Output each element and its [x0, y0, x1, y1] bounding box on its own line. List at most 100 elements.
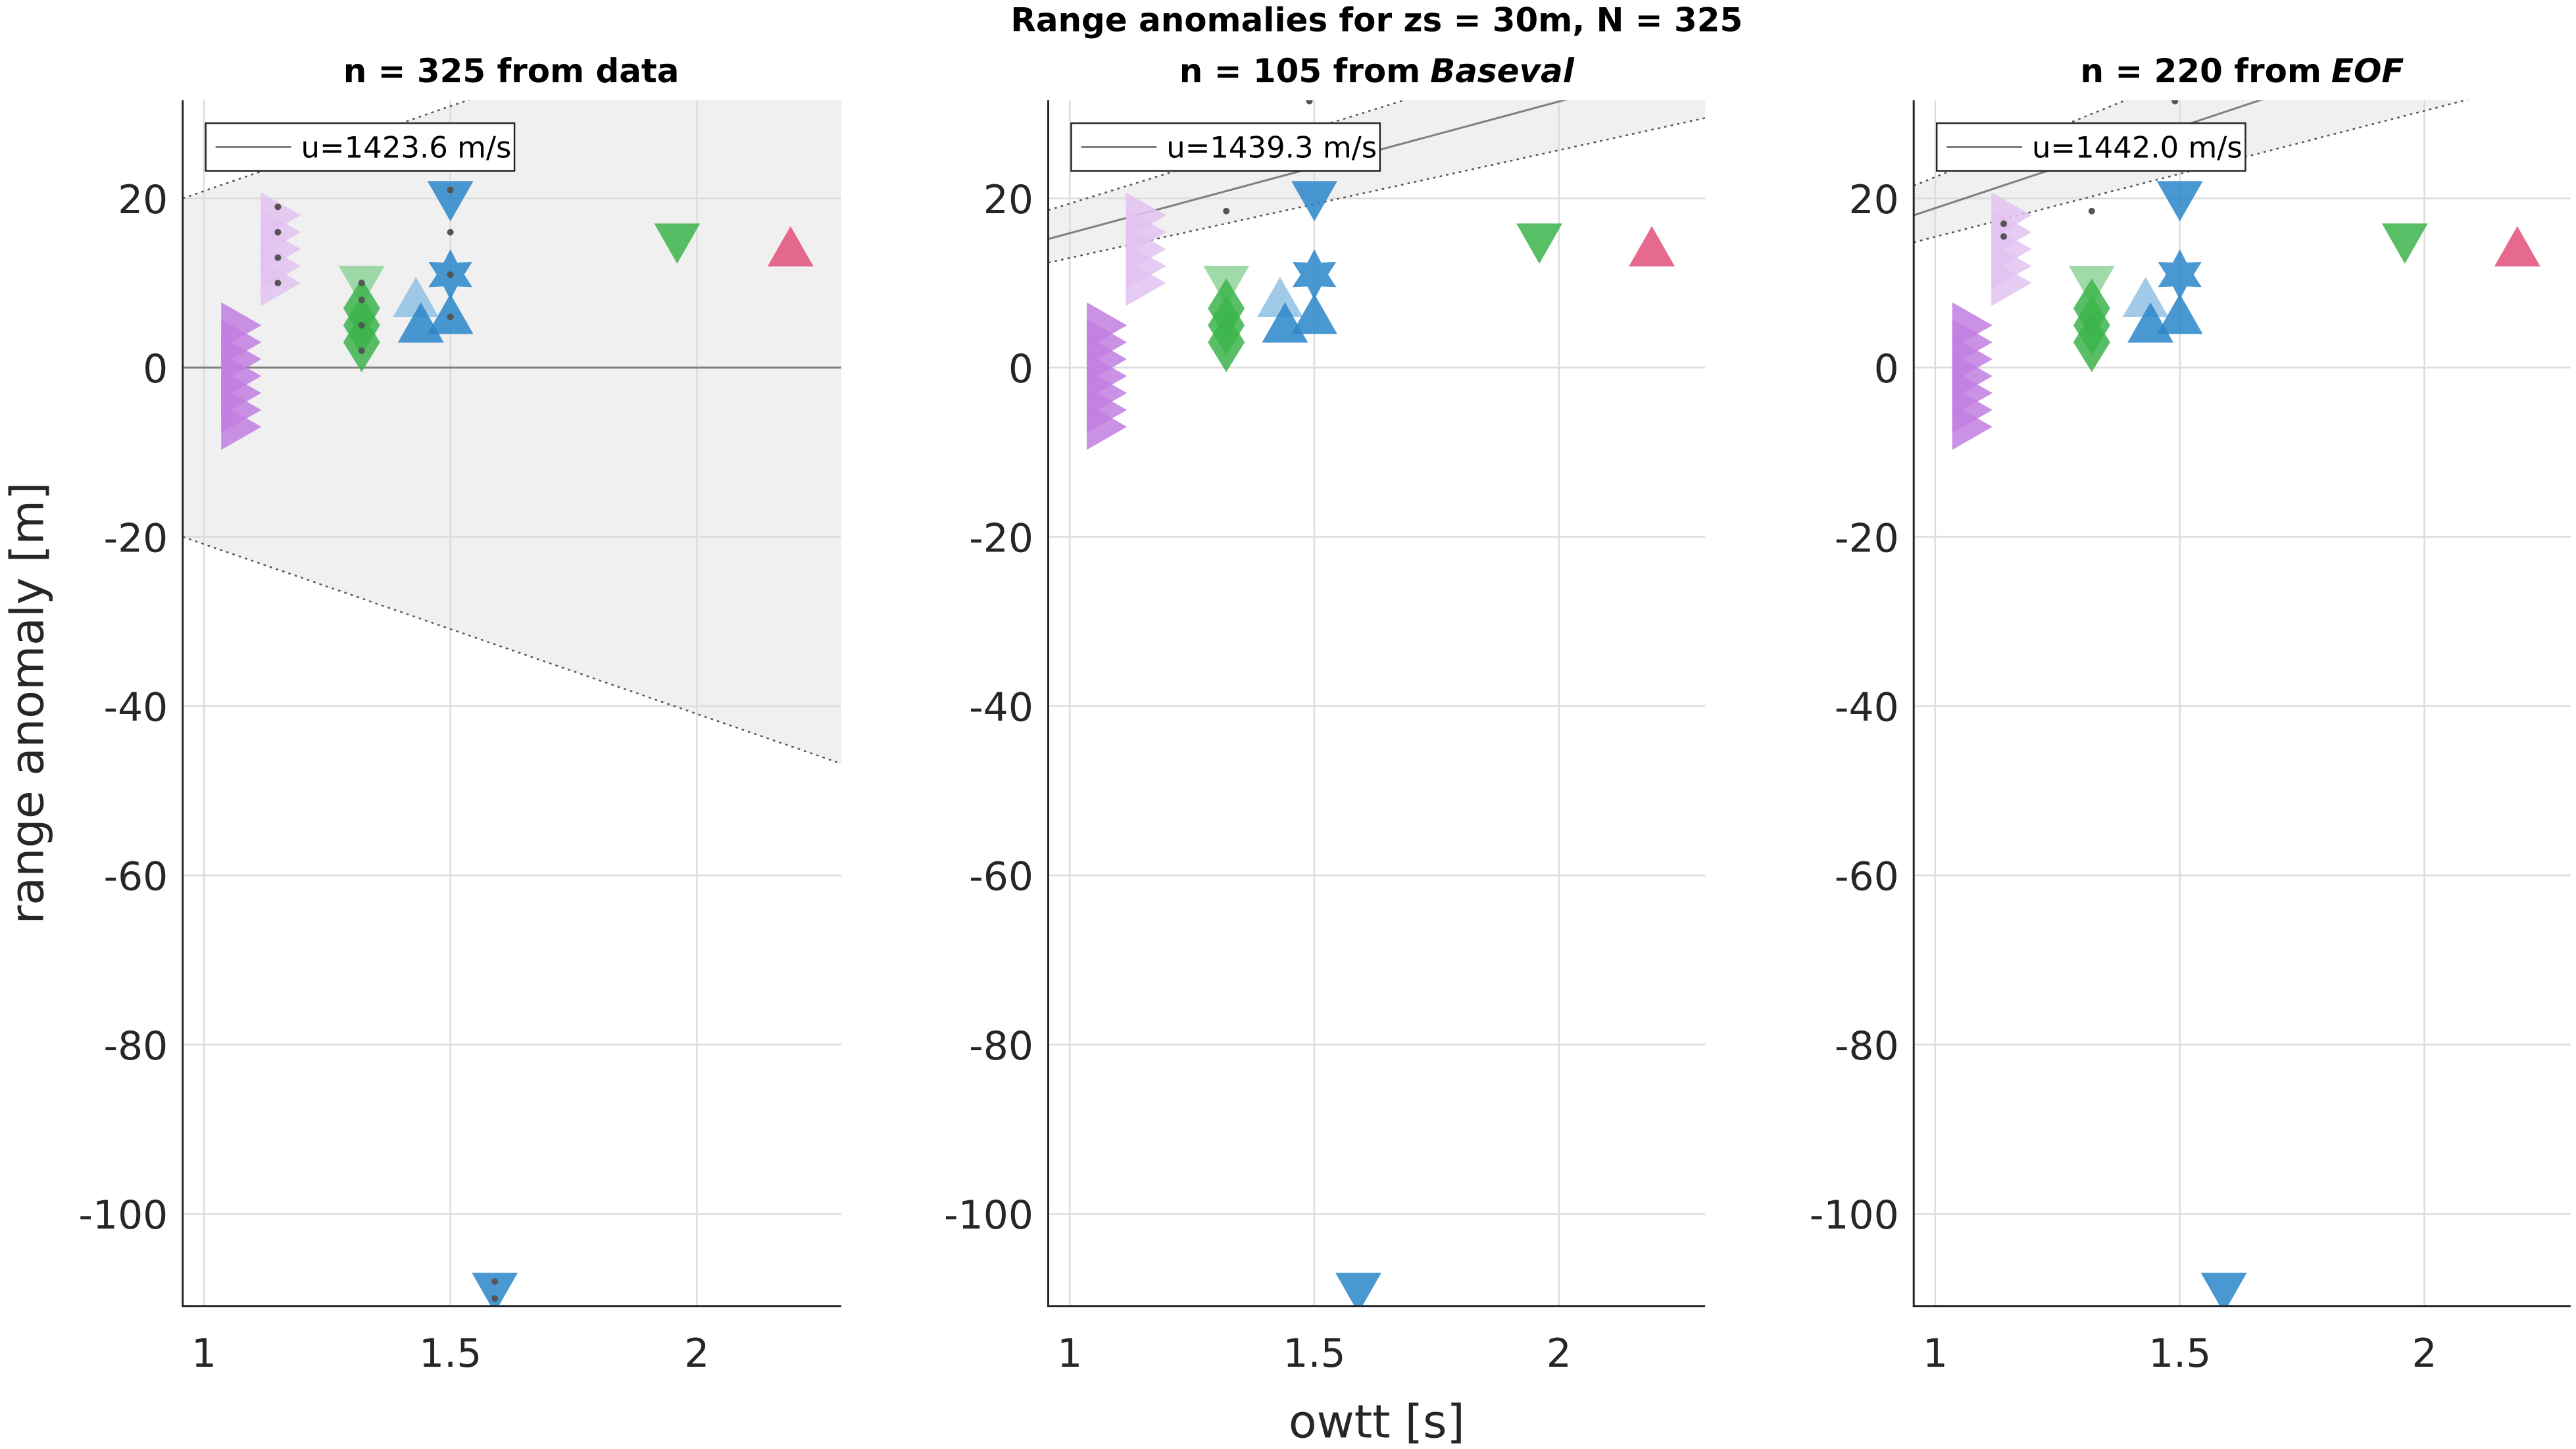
x-tick-label: 2 — [2412, 1331, 2437, 1377]
legend-label: u=1442.0 m/s — [2032, 130, 2242, 165]
marker — [1335, 1273, 1381, 1306]
marker — [1223, 207, 1230, 215]
x-axis-label: owtt [s] — [1289, 1396, 1465, 1449]
marker — [221, 302, 262, 349]
y-tick-label: 0 — [1008, 346, 1033, 392]
marker — [427, 181, 474, 222]
panel-title-text: n = 105 from — [1179, 52, 1420, 90]
panel-title: n = 325 from data — [343, 52, 680, 90]
y-tick-label: -20 — [969, 515, 1033, 561]
marker — [2200, 1273, 2247, 1306]
marker — [274, 254, 282, 261]
marker — [1291, 181, 1337, 222]
marker — [2156, 181, 2203, 222]
x-tick-label: 1 — [1923, 1331, 1948, 1377]
marker — [358, 347, 365, 354]
panel-title-text: n = 220 from — [2081, 52, 2321, 90]
x-tick-label: 1.5 — [2148, 1331, 2211, 1377]
panel: -100 -80 -60 -40 -20 0 20 1 1.5 2 u=1439.3 m/s n = … — [944, 52, 1706, 1377]
x-tick-label: 1.5 — [419, 1331, 482, 1377]
y-tick-label: -80 — [969, 1023, 1033, 1069]
marker — [1952, 302, 1993, 349]
fit-line — [1914, 100, 2264, 216]
marker — [358, 322, 365, 329]
marker — [2381, 223, 2428, 264]
marker — [1516, 223, 1563, 264]
marker — [2156, 293, 2203, 334]
marker — [1629, 226, 1675, 267]
y-tick-label: 20 — [983, 177, 1033, 223]
x-tick-label: 2 — [684, 1331, 709, 1377]
axis-line — [182, 100, 841, 1308]
marker — [1306, 100, 1313, 105]
bound-line — [182, 536, 841, 765]
y-tick-label: -40 — [1835, 685, 1899, 731]
panel-title: n = 220 from EOF — [2081, 52, 2404, 90]
marker — [2122, 276, 2169, 317]
marker — [2000, 220, 2008, 228]
y-tick-label: -60 — [1835, 854, 1899, 900]
figure-title: Range anomalies for zs = 30m, N = 325 — [1010, 1, 1743, 39]
marker — [1208, 278, 1245, 339]
marker — [2171, 100, 2179, 105]
y-tick-label: -80 — [103, 1023, 168, 1069]
marker — [1257, 276, 1303, 317]
marker — [393, 276, 439, 317]
y-tick-label: -100 — [78, 1192, 168, 1238]
x-tick-label: 1 — [1057, 1331, 1082, 1377]
marker — [447, 186, 454, 193]
marker — [274, 203, 282, 211]
marker — [260, 192, 301, 239]
x-tick-label: 1.5 — [1283, 1331, 1345, 1377]
marker — [2073, 278, 2110, 339]
marker — [491, 1278, 499, 1285]
bound-line — [1048, 117, 1706, 264]
y-tick-label: -100 — [944, 1192, 1033, 1238]
axis-line — [1912, 100, 2571, 1308]
marker — [447, 271, 454, 278]
bound-line — [1048, 100, 1407, 211]
axis-line — [1047, 100, 1706, 1308]
y-tick-label: -20 — [1835, 515, 1899, 561]
marker — [472, 1273, 518, 1306]
marker — [2000, 233, 2008, 240]
band — [182, 100, 841, 764]
marker — [1087, 302, 1127, 349]
marker — [1291, 293, 1337, 334]
panel-title-italic: Baseval — [1430, 52, 1575, 90]
panel: -100 -80 -60 -40 -20 0 20 1 1.5 2 u=1442.0 m/s n = … — [1810, 52, 2571, 1377]
marker — [2158, 249, 2202, 300]
y-tick-label: 0 — [143, 346, 168, 392]
y-tick-label: 20 — [1849, 177, 1899, 223]
marker — [447, 313, 454, 320]
y-tick-label: 0 — [1874, 346, 1899, 392]
y-tick-label: -60 — [103, 854, 168, 900]
y-tick-label: -60 — [969, 854, 1033, 900]
marker — [767, 226, 814, 267]
x-tick-label: 1 — [191, 1331, 216, 1377]
y-axis-label: range anomaly [m] — [1, 482, 55, 925]
marker — [343, 278, 380, 339]
marker — [2088, 207, 2095, 215]
marker — [358, 296, 365, 303]
y-tick-label: -100 — [1810, 1192, 1899, 1238]
marker — [491, 1295, 499, 1302]
legend-label: u=1439.3 m/s — [1166, 130, 1377, 165]
band — [1048, 100, 1706, 263]
panel-title-italic: EOF — [2331, 52, 2404, 90]
panel-title: n = 105 from Baseval — [1179, 52, 1575, 90]
panel: -100 -80 -60 -40 -20 0 20 1 1.5 2 u=1423.6 m/s n = … — [78, 52, 841, 1377]
marker — [447, 228, 454, 236]
x-tick-label: 2 — [1547, 1331, 1572, 1377]
marker — [2494, 226, 2540, 267]
marker — [274, 280, 282, 287]
marker — [1126, 192, 1166, 239]
y-tick-label: -80 — [1835, 1023, 1899, 1069]
y-tick-label: -20 — [103, 515, 168, 561]
marker — [358, 280, 365, 287]
y-tick-label: 20 — [118, 177, 168, 223]
legend-label: u=1423.6 m/s — [301, 130, 512, 165]
marker — [654, 223, 701, 264]
